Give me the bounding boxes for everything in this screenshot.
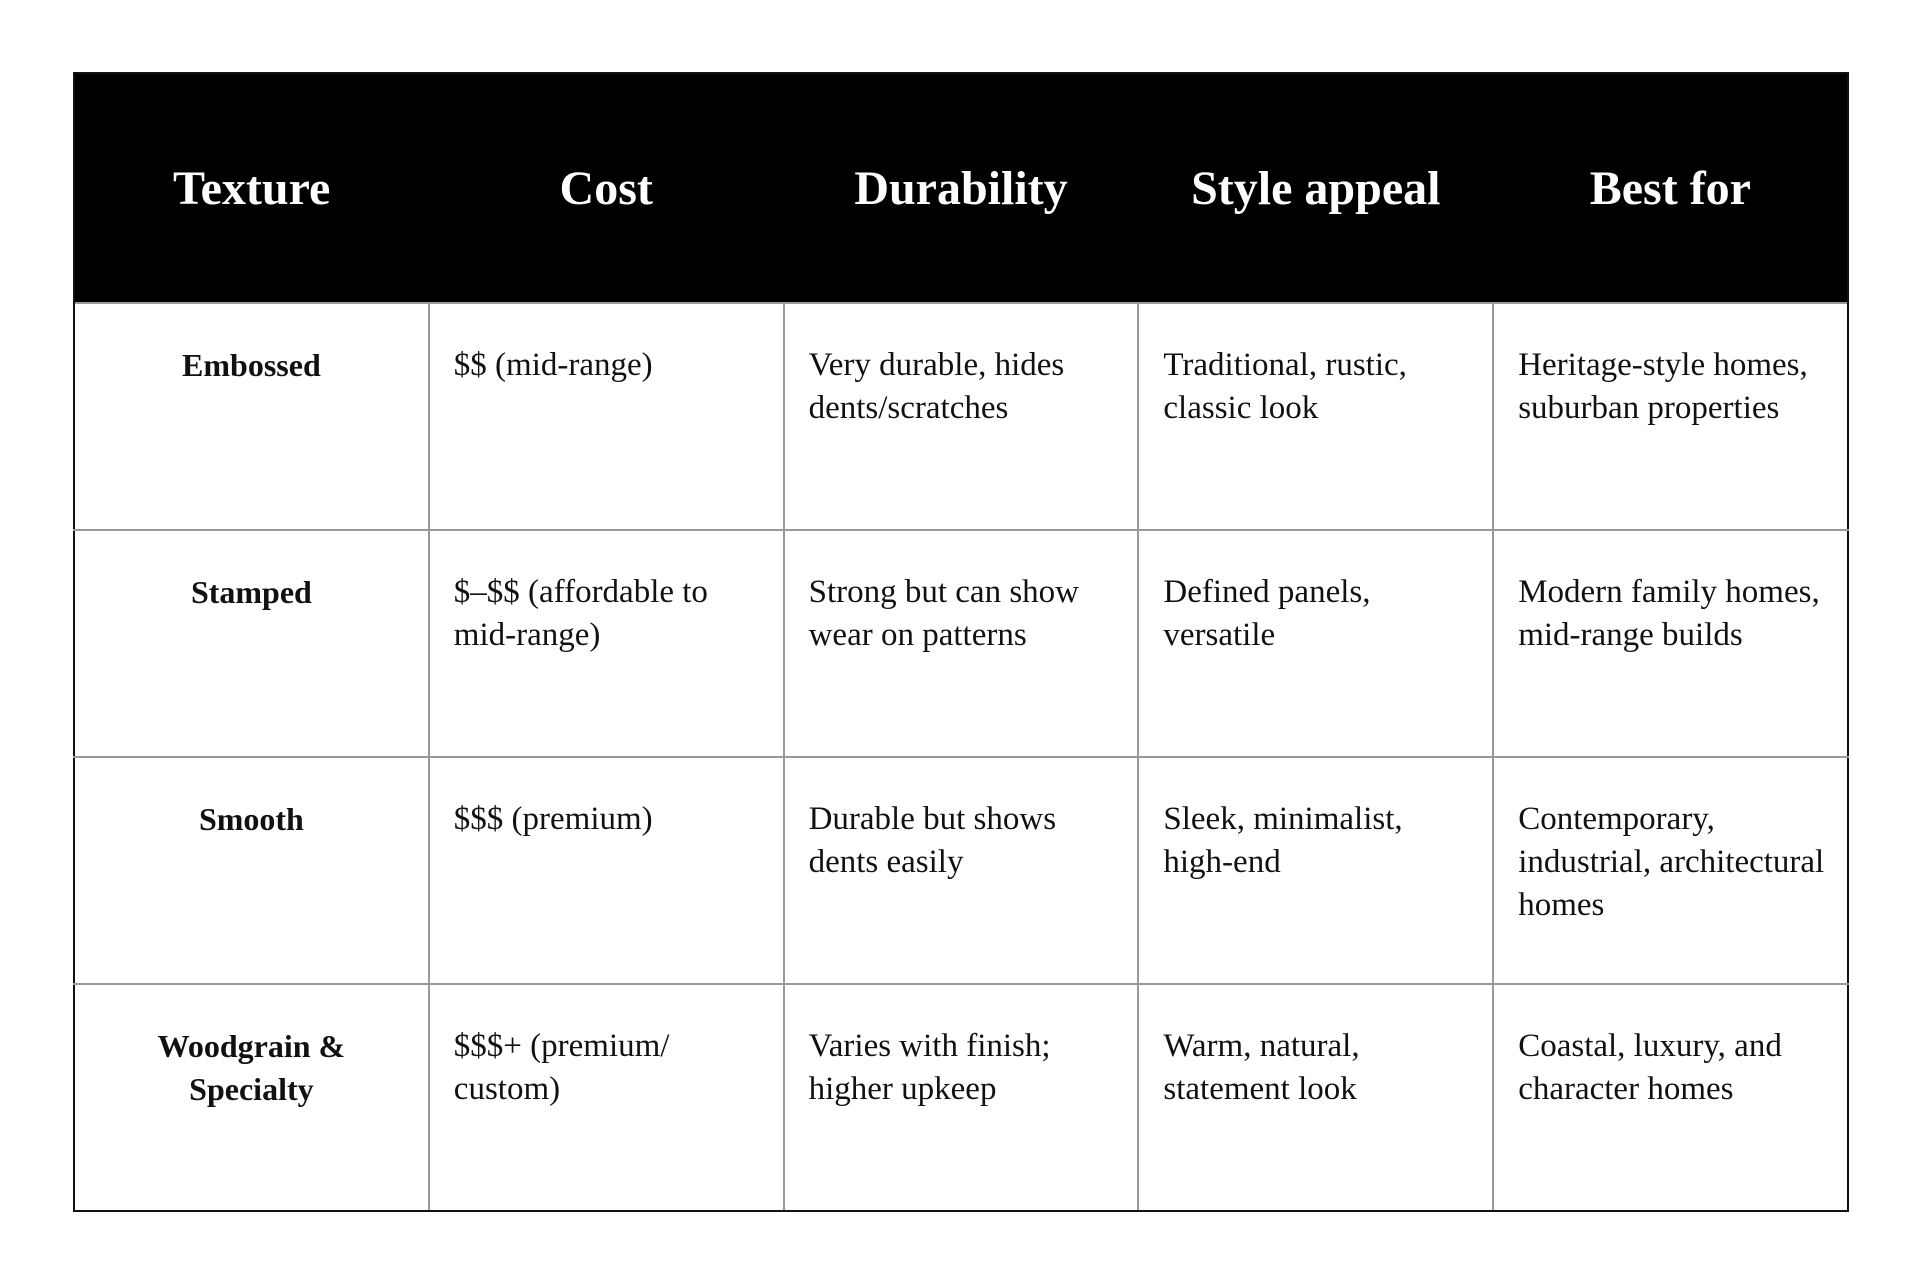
- table-cell: Contemporary, industrial, architectural …: [1492, 756, 1849, 985]
- table-cell: Heritage-style homes, suburban propertie…: [1492, 302, 1849, 531]
- table-cell: Durable but shows dents easily: [782, 756, 1140, 985]
- table-cell: Very durable, hides dents/scratches: [782, 302, 1140, 531]
- table-cell: Warm, natural, statement look: [1137, 983, 1495, 1212]
- comparison-table: Texture Cost Durability Style appeal Best fo…: [73, 72, 1849, 1212]
- table-body: Embossed $$ (mid-range) Very durable, hide…: [73, 302, 1849, 1212]
- row-label: Stamped: [73, 529, 430, 758]
- header-cell: Durability: [783, 73, 1139, 303]
- table-cell: Varies with finish; higher upkeep: [782, 983, 1140, 1212]
- row-label: Woodgrain & Specialty: [73, 983, 430, 1212]
- row-label: Smooth: [73, 756, 430, 985]
- table-cell: Coastal, luxury, and character homes: [1492, 983, 1849, 1212]
- header-cell: Cost: [428, 73, 784, 303]
- table-cell: Modern family homes, mid-range builds: [1492, 529, 1849, 758]
- table-cell: Defined panels, versatile: [1137, 529, 1495, 758]
- header-cell: Best for: [1492, 73, 1848, 303]
- table-row: Smooth $$$ (premium) Durable but shows den…: [73, 756, 1849, 985]
- header-row: Texture Cost Durability Style appeal Best fo…: [73, 73, 1848, 303]
- table-row: Stamped $–$$ (affordable to mid-range) Str…: [73, 529, 1849, 758]
- table-cell: Strong but can show wear on patterns: [782, 529, 1140, 758]
- table-row: Embossed $$ (mid-range) Very durable, hide…: [73, 302, 1849, 531]
- table-cell: Sleek, minimalist, high-end: [1137, 756, 1495, 985]
- row-label: Embossed: [73, 302, 430, 531]
- table-cell: $$ (mid-range): [427, 302, 785, 531]
- table-cell: $$$+ (premium/ custom): [427, 983, 785, 1212]
- table-cell: $–$$ (affordable to mid-range): [427, 529, 785, 758]
- table-cell: Traditional, rustic, classic look: [1137, 302, 1495, 531]
- header-cell: Texture: [73, 73, 429, 303]
- table-cell: $$$ (premium): [427, 756, 785, 985]
- table-row: Woodgrain & Specialty $$$+ (premium/ cust…: [73, 983, 1849, 1212]
- header-cell: Style appeal: [1137, 73, 1494, 303]
